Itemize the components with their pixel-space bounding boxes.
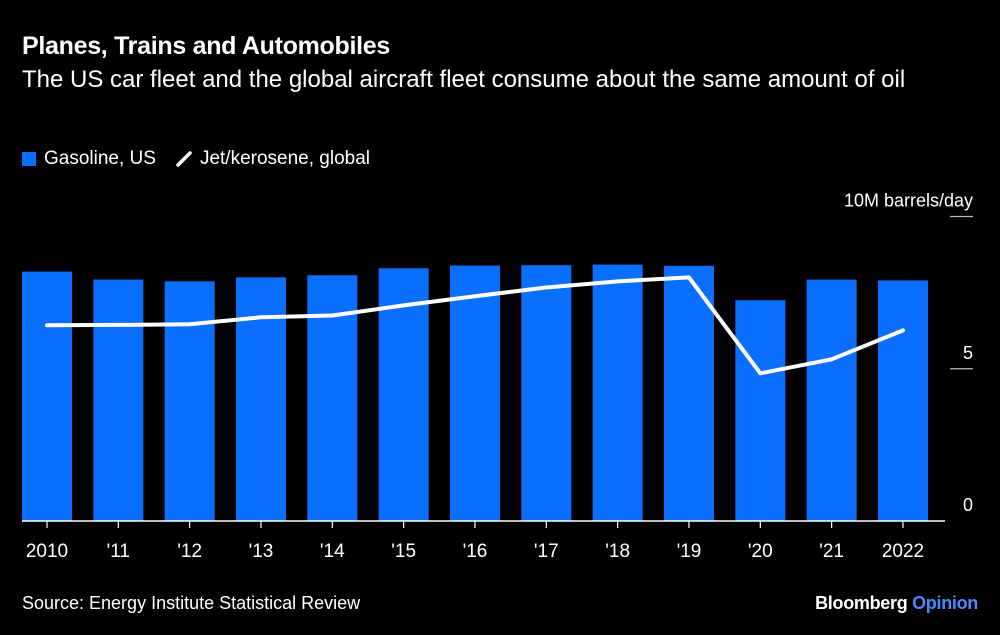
source-note: Source: Energy Institute Statistical Rev… — [22, 593, 361, 613]
brand-name: Bloomberg — [815, 593, 908, 613]
bar-gasoline-'12 — [164, 281, 215, 521]
x-tick-label: '20 — [748, 541, 773, 562]
bar-gasoline-'11 — [93, 279, 144, 521]
legend-swatch-jet — [176, 151, 192, 167]
y-tick-label: 10M barrels/day — [844, 191, 973, 211]
bar-gasoline-'13 — [235, 277, 286, 521]
y-tick-label: 5 — [963, 343, 973, 363]
x-tick-label: 2010 — [26, 541, 68, 562]
bar-gasoline-2010 — [22, 271, 72, 521]
y-tick-label: 0 — [963, 495, 973, 515]
x-tick-label: '21 — [819, 541, 844, 562]
x-tick-label: '11 — [107, 541, 130, 562]
bar-gasoline-'17 — [521, 265, 572, 521]
bar-gasoline-'18 — [592, 264, 643, 521]
brand-section: Opinion — [912, 593, 978, 613]
bar-gasoline-'15 — [378, 268, 429, 521]
x-tick-label: 2022 — [882, 541, 924, 562]
bar-gasoline-2022 — [877, 280, 928, 521]
x-tick-label: '16 — [463, 541, 488, 562]
x-tick-label: '12 — [177, 541, 202, 562]
chart-subtitle: The US car fleet and the global aircraft… — [22, 66, 906, 93]
x-tick-label: '19 — [677, 541, 702, 562]
chart-title: Planes, Trains and Automobiles — [22, 32, 390, 60]
bar-gasoline-'19 — [663, 265, 714, 521]
brand-logo: Bloomberg Opinion — [815, 593, 978, 614]
legend: Gasoline, US Jet/kerosene, global — [22, 148, 370, 170]
legend-label-jet: Jet/kerosene, global — [199, 148, 371, 169]
legend-swatch-gasoline — [22, 152, 36, 166]
legend-label-gasoline: Gasoline, US — [44, 148, 156, 169]
bar-gasoline-'16 — [449, 265, 500, 521]
bar-gasoline-'20 — [735, 300, 786, 521]
x-tick-label: '13 — [249, 541, 274, 562]
x-tick-label: '18 — [605, 541, 630, 562]
x-tick-label: '17 — [534, 541, 559, 562]
bar-gasoline-'21 — [806, 279, 857, 521]
x-tick-label: '14 — [320, 541, 345, 562]
x-tick-label: '15 — [391, 541, 416, 562]
